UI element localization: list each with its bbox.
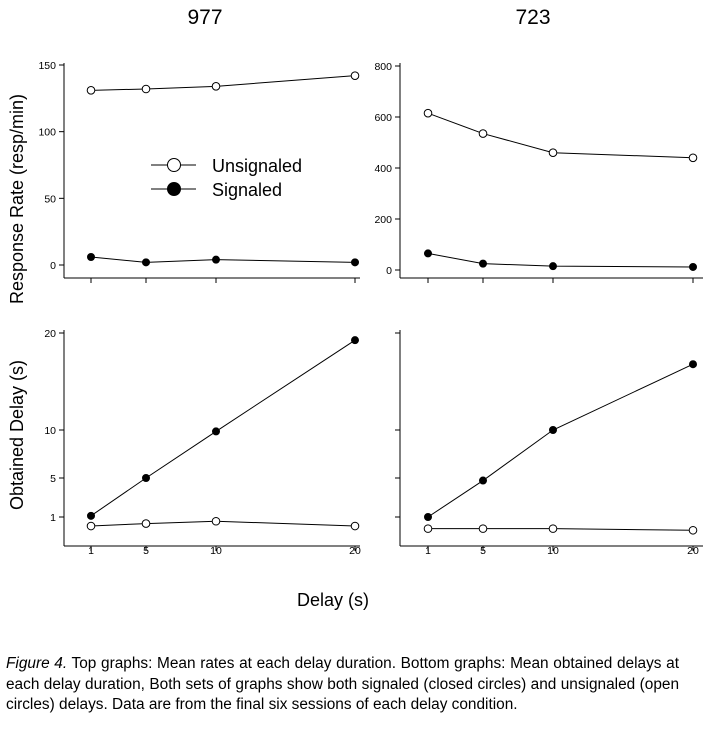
y-tick-label: 100 <box>38 127 56 139</box>
panel-title-977: 977 <box>187 6 222 29</box>
data-point-unsignaled <box>86 86 96 95</box>
legend-marker-filled-icon <box>167 182 181 196</box>
x-tick-label: 1 <box>425 545 431 557</box>
data-point-signaled <box>479 476 487 485</box>
data-point-signaled <box>689 360 697 369</box>
y-tick-label: 10 <box>44 425 56 437</box>
x-tick-label: 10 <box>210 545 222 557</box>
legend: Unsignaled Signaled <box>151 156 302 200</box>
y-tick-label: 0 <box>50 260 56 272</box>
data-point-signaled <box>212 427 220 436</box>
xlabel-delay: Delay (s) <box>297 590 369 610</box>
series-line-unsignaled <box>90 75 356 91</box>
data-point-unsignaled <box>350 521 360 531</box>
panel-title-723: 723 <box>515 6 550 29</box>
data-point-unsignaled <box>423 524 433 533</box>
data-point-signaled <box>87 253 95 261</box>
data-point-unsignaled <box>211 516 221 526</box>
x-tick-label: 10 <box>547 545 559 557</box>
data-point-signaled <box>142 474 150 482</box>
series-line-unsignaled <box>428 528 694 531</box>
data-point-unsignaled <box>141 519 151 528</box>
data-point-unsignaled <box>688 525 698 535</box>
data-point-unsignaled <box>478 524 488 533</box>
y-tick-label: 150 <box>38 60 56 72</box>
data-point-unsignaled <box>548 524 558 533</box>
x-tick-label: 20 <box>349 545 361 557</box>
data-point-unsignaled <box>688 153 698 163</box>
data-point-unsignaled <box>478 129 488 138</box>
data-point-unsignaled <box>141 84 151 94</box>
legend-label-signaled: Signaled <box>212 180 282 200</box>
data-point-unsignaled <box>350 71 360 80</box>
y-tick-label: 400 <box>374 163 392 175</box>
panel-723-obtained-delay: 1 5 10 20 <box>395 330 703 557</box>
data-point-signaled <box>424 513 432 521</box>
series-line-signaled <box>90 339 356 517</box>
data-point-signaled <box>351 336 359 345</box>
data-point-unsignaled <box>211 82 221 91</box>
y-tick-label: 50 <box>44 193 56 205</box>
series-line-signaled <box>427 363 694 518</box>
figure-canvas: 977 723 Response Rate (resp/min) Obtaine… <box>7 6 703 610</box>
caption-text: Top graphs: Mean rates at each delay dur… <box>6 655 679 714</box>
caption-label: Figure 4. <box>6 655 68 672</box>
series-line-unsignaled <box>90 520 356 527</box>
y-tick-label: 200 <box>374 214 392 226</box>
data-point-signaled <box>87 511 95 520</box>
x-tick-label: 20 <box>687 545 699 557</box>
y-tick-label: 20 <box>44 328 56 340</box>
ylabel-response-rate: Response Rate (resp/min) <box>7 94 27 304</box>
y-tick-label: 800 <box>374 61 392 73</box>
panel-723-response-rate: 0 200 400 600 800 <box>374 61 703 283</box>
series-line-signaled <box>90 256 356 263</box>
x-tick-label: 5 <box>480 545 486 557</box>
data-point-unsignaled <box>548 148 558 157</box>
data-point-unsignaled <box>423 108 433 118</box>
data-point-signaled <box>689 262 697 271</box>
data-point-unsignaled <box>86 521 96 531</box>
legend-label-unsignaled: Unsignaled <box>212 156 302 176</box>
data-point-signaled <box>549 262 557 271</box>
data-point-signaled <box>142 258 150 267</box>
y-tick-label: 0 <box>386 265 392 277</box>
legend-marker-open-icon <box>167 158 181 172</box>
y-tick-label: 1 <box>50 512 56 524</box>
ylabel-obtained-delay: Obtained Delay (s) <box>7 360 27 510</box>
data-point-signaled <box>424 249 432 258</box>
y-tick-label: 5 <box>50 473 56 485</box>
data-point-signaled <box>351 258 359 267</box>
series-line-signaled <box>427 252 694 268</box>
data-point-signaled <box>549 426 557 434</box>
data-point-signaled <box>212 255 220 264</box>
data-point-signaled <box>479 259 487 268</box>
x-tick-label: 5 <box>143 545 149 557</box>
panel-977-response-rate: 0 50 100 150 <box>38 60 360 283</box>
x-tick-label: 1 <box>88 545 94 557</box>
y-tick-label: 600 <box>374 112 392 124</box>
series-line-unsignaled <box>427 112 694 159</box>
figure-caption: Figure 4. Top graphs: Mean rates at each… <box>6 654 679 716</box>
